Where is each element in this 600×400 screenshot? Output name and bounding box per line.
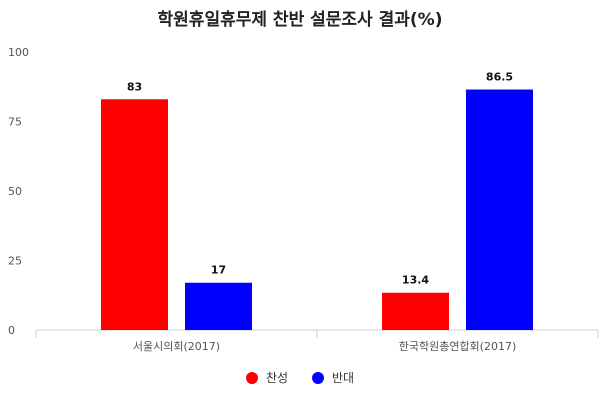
bar-oppose[interactable] [466, 89, 533, 330]
y-tick-label: 75 [8, 116, 22, 129]
bars: 83 17 13.4 86.5 [101, 71, 533, 330]
bar-support[interactable] [382, 292, 449, 330]
y-axis: 0 25 50 75 100 [8, 46, 29, 337]
y-tick-label: 100 [8, 46, 29, 59]
data-label: 13.4 [402, 274, 429, 287]
chart-title: 학원휴일휴무제 찬반 설문조사 결과(%) [158, 9, 443, 30]
data-label: 83 [127, 80, 142, 93]
bar-oppose[interactable] [185, 282, 252, 330]
legend-label: 반대 [332, 371, 354, 385]
data-label: 86.5 [486, 71, 513, 84]
legend[interactable]: 찬성 반대 [246, 370, 354, 385]
legend-marker [246, 372, 258, 384]
legend-item[interactable]: 반대 [312, 371, 354, 385]
legend-marker [312, 372, 324, 384]
x-tick-label: 서울시의회(2017) [133, 340, 220, 353]
legend-label: 찬성 [266, 370, 288, 385]
legend-item[interactable]: 찬성 [246, 370, 288, 385]
y-tick-label: 25 [8, 255, 22, 268]
y-tick-label: 0 [8, 324, 15, 337]
x-axis: 서울시의회(2017) 한국학원총연합회(2017) [35, 330, 599, 353]
y-tick-label: 50 [8, 185, 22, 198]
data-label: 17 [211, 264, 226, 277]
x-tick-label: 한국학원총연합회(2017) [399, 340, 517, 353]
bar-support[interactable] [101, 99, 168, 330]
